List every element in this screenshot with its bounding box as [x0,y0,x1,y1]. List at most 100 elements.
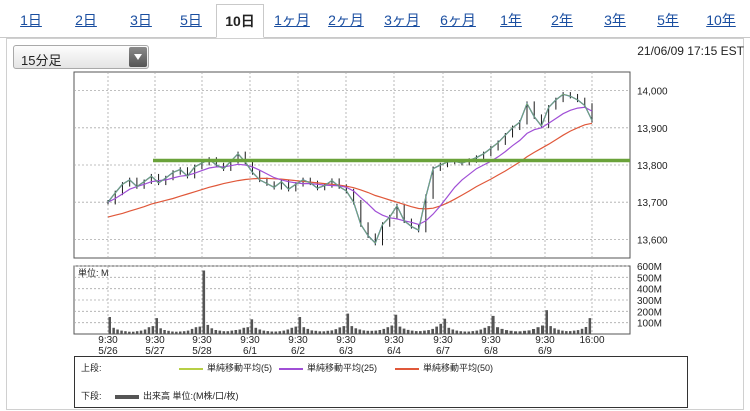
volume-bar-s8-7 [467,331,471,334]
tab-8[interactable]: 3ヶ月 [384,12,420,28]
volume-bar-s9-12 [541,325,545,334]
volume-bar-s6-4 [358,329,362,334]
volume-bar-s7-5 [410,330,414,334]
legend-volume-swatch [115,394,139,399]
xtick-date-2: 5/27 [145,346,165,357]
legend-sma5: 単純移動平均(5) [179,361,272,374]
tab-9[interactable]: 6ヶ月 [440,12,476,28]
tab-13[interactable]: 5年 [657,12,679,28]
volume-bar-s1-12 [151,326,155,334]
volume-ytick-4: 300M [637,296,662,307]
legend-volume-label: 出来高 単位:(M株/口/枚) [143,391,239,401]
volume-bar-s3-2 [206,324,210,334]
xtick-time-9: 9:30 [481,335,501,346]
volume-bar-s2-4 [167,330,170,334]
volume-bar-s8-1 [443,318,447,334]
price-ytick-2: 13,900 [637,124,668,135]
tab-4[interactable]: 5日 [180,12,202,28]
tab-7[interactable]: 2ヶ月 [328,12,364,28]
volume-bar-s7-3 [402,328,406,334]
interval-select-value: 15分足 [21,53,62,68]
volume-bar-s4-10 [286,329,290,334]
volume-bar-s5-10 [334,329,338,334]
volume-bar-s9-7 [518,331,522,334]
volume-bar-s3-4 [214,330,218,334]
legend-sma50-swatch [395,367,419,370]
tab-3[interactable]: 3日 [130,12,152,28]
tab-14[interactable]: 10年 [706,12,736,28]
volume-bar-s3-11 [242,327,246,334]
volume-bar-s9-10 [532,329,536,334]
volume-bar-s6-8 [374,330,378,334]
volume-bar-s5-9 [330,330,334,334]
volume-bar-s2-5 [171,331,174,334]
volume-bar-s9-6 [514,331,518,334]
volume-bar-s4-9 [282,330,286,334]
tab-6[interactable]: 1ヶ月 [274,12,310,28]
xtick-date-8: 6/7 [436,346,450,357]
volume-bar-s6-11 [386,327,390,334]
volume-bar-s8-3 [451,329,455,334]
xtick-date-5: 6/2 [291,346,305,357]
volume-bar-s10-5 [561,330,564,334]
volume-bar-s4-2 [254,327,258,334]
volume-bar-s6-9 [378,330,382,334]
volume-bar-s1-10 [143,329,147,334]
price-ytick-3: 13,800 [637,161,668,172]
legend-upper-label: 上段: [81,363,102,373]
volume-bar-s3-7 [226,331,230,334]
volume-bar-s9-4 [505,330,509,334]
volume-bar-s1-1 [108,317,111,334]
tab-5[interactable]: 10日 [216,4,264,38]
legend-sma25-label: 単純移動平均(25) [307,363,378,373]
volume-bar-s9-3 [500,328,504,334]
volume-bar-s3-1 [202,270,206,334]
volume-bar-s5-1 [298,317,302,334]
volume-bar-s8-12 [487,326,491,334]
volume-bar-s7-1 [394,314,398,334]
tab-12[interactable]: 3年 [604,12,626,28]
volume-bar-s7-6 [414,331,418,334]
xtick-time-5: 9:30 [288,335,308,346]
tab-10[interactable]: 1年 [500,12,522,28]
volume-bar-s2-9 [186,330,190,334]
volume-bar-s9-8 [523,330,527,334]
volume-bar-s2-11 [194,327,198,334]
volume-ytick-6: 100M [637,319,662,330]
volume-bar-s9-9 [527,330,531,334]
volume-bar-s9-11 [536,327,540,334]
tab-11[interactable]: 2年 [551,12,573,28]
volume-bar-s4-8 [278,331,282,334]
volume-bar-s8-5 [459,331,463,334]
volume-bar-s6-2 [350,326,354,334]
legend-sma50-label: 単純移動平均(50) [423,363,494,373]
volume-bar-s1-9 [139,330,143,334]
tab-2[interactable]: 2日 [75,12,97,28]
volume-bar-s4-5 [266,331,270,334]
volume-bar-s10-4 [557,329,560,334]
volume-bar-s2-6 [175,331,178,334]
volume-bar-s2-7 [179,331,182,334]
legend-sma50: 単純移動平均(50) [395,361,493,374]
sma5-line [107,93,593,244]
interval-select[interactable]: 15分足 [13,45,149,69]
volume-bar-s3-9 [234,330,238,334]
volume-bar-s7-12 [439,323,443,334]
xtick-time-10: 9:30 [535,335,555,346]
volume-bar-s7-7 [419,331,422,334]
volume-ytick-1: 600M [637,262,662,273]
volume-bar-s4-11 [290,327,294,334]
volume-bar-s3-3 [210,328,214,334]
volume-bar-s10-12 [588,318,592,334]
volume-bar-s5-5 [314,330,318,334]
chart-timestamp: 21/06/09 17:15 EST [637,44,744,58]
volume-bar-s2-12 [198,326,202,334]
volume-ytick-5: 200M [637,307,662,318]
price-ytick-4: 13,700 [637,198,668,209]
tab-1[interactable]: 1日 [20,12,42,28]
volume-unit-label: 単位: M [78,267,109,278]
volume-bar-s8-6 [463,331,467,334]
volume-bar-s6-7 [370,330,374,334]
volume-bar-s1-11 [147,327,151,334]
volume-bar-s6-12 [390,325,394,334]
